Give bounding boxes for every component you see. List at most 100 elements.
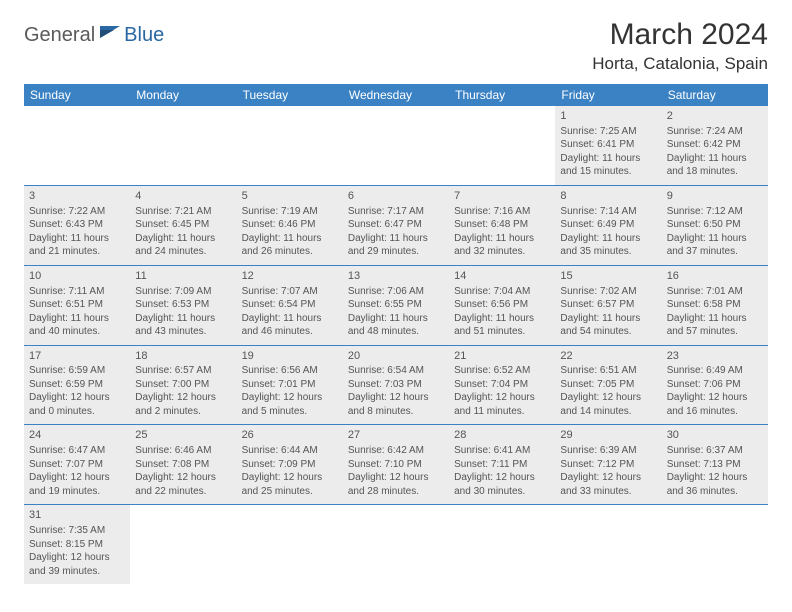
day-detail: Sunset: 8:15 PM [29, 538, 125, 552]
calendar-day-cell: 24Sunrise: 6:47 AMSunset: 7:07 PMDayligh… [24, 425, 130, 505]
day-detail: Sunset: 6:45 PM [135, 218, 231, 232]
weekday-header: Monday [130, 84, 236, 106]
calendar-day-cell [662, 505, 768, 584]
day-detail: and 16 minutes. [667, 405, 763, 419]
weekday-header: Thursday [449, 84, 555, 106]
calendar-day-cell: 11Sunrise: 7:09 AMSunset: 6:53 PMDayligh… [130, 265, 236, 345]
day-detail: Sunrise: 6:54 AM [348, 364, 444, 378]
day-detail: and 48 minutes. [348, 325, 444, 339]
day-detail: Sunrise: 6:59 AM [29, 364, 125, 378]
calendar-day-cell: 22Sunrise: 6:51 AMSunset: 7:05 PMDayligh… [555, 345, 661, 425]
day-number: 26 [242, 428, 338, 443]
day-detail: Daylight: 12 hours [135, 471, 231, 485]
day-detail: Sunset: 7:13 PM [667, 458, 763, 472]
calendar-day-cell: 29Sunrise: 6:39 AMSunset: 7:12 PMDayligh… [555, 425, 661, 505]
day-number: 24 [29, 428, 125, 443]
day-number: 19 [242, 349, 338, 364]
day-number: 8 [560, 189, 656, 204]
day-number: 7 [454, 189, 550, 204]
calendar-day-cell [24, 106, 130, 185]
day-detail: Sunrise: 6:51 AM [560, 364, 656, 378]
day-detail: and 25 minutes. [242, 485, 338, 499]
day-number: 30 [667, 428, 763, 443]
calendar-day-cell: 14Sunrise: 7:04 AMSunset: 6:56 PMDayligh… [449, 265, 555, 345]
calendar-week-row: 1Sunrise: 7:25 AMSunset: 6:41 PMDaylight… [24, 106, 768, 185]
day-number: 1 [560, 109, 656, 124]
day-detail: Sunrise: 7:25 AM [560, 125, 656, 139]
day-detail: Sunset: 6:54 PM [242, 298, 338, 312]
day-detail: and 36 minutes. [667, 485, 763, 499]
day-detail: Sunset: 6:51 PM [29, 298, 125, 312]
calendar-day-cell: 2Sunrise: 7:24 AMSunset: 6:42 PMDaylight… [662, 106, 768, 185]
day-detail: Sunrise: 7:06 AM [348, 285, 444, 299]
day-detail: Sunset: 6:59 PM [29, 378, 125, 392]
calendar-day-cell: 25Sunrise: 6:46 AMSunset: 7:08 PMDayligh… [130, 425, 236, 505]
day-detail: and 54 minutes. [560, 325, 656, 339]
day-number: 21 [454, 349, 550, 364]
day-detail: Sunrise: 7:07 AM [242, 285, 338, 299]
day-detail: Sunset: 7:07 PM [29, 458, 125, 472]
day-number: 27 [348, 428, 444, 443]
calendar-day-cell [237, 106, 343, 185]
day-detail: and 15 minutes. [560, 165, 656, 179]
day-detail: Daylight: 12 hours [667, 471, 763, 485]
calendar-week-row: 10Sunrise: 7:11 AMSunset: 6:51 PMDayligh… [24, 265, 768, 345]
day-detail: and 28 minutes. [348, 485, 444, 499]
day-detail: Sunset: 7:12 PM [560, 458, 656, 472]
day-detail: and 19 minutes. [29, 485, 125, 499]
day-detail: and 2 minutes. [135, 405, 231, 419]
day-detail: Sunset: 6:57 PM [560, 298, 656, 312]
calendar-day-cell: 17Sunrise: 6:59 AMSunset: 6:59 PMDayligh… [24, 345, 130, 425]
weekday-header: Sunday [24, 84, 130, 106]
day-detail: Daylight: 11 hours [29, 232, 125, 246]
day-number: 6 [348, 189, 444, 204]
day-detail: Sunrise: 7:24 AM [667, 125, 763, 139]
page-header: General Blue March 2024 Horta, Catalonia… [24, 18, 768, 74]
day-detail: and 30 minutes. [454, 485, 550, 499]
calendar-day-cell [449, 505, 555, 584]
day-number: 3 [29, 189, 125, 204]
day-detail: and 40 minutes. [29, 325, 125, 339]
day-detail: and 32 minutes. [454, 245, 550, 259]
day-detail: Sunset: 6:50 PM [667, 218, 763, 232]
day-detail: and 26 minutes. [242, 245, 338, 259]
day-detail: Sunset: 6:46 PM [242, 218, 338, 232]
day-detail: Sunset: 6:42 PM [667, 138, 763, 152]
calendar-day-cell: 31Sunrise: 7:35 AMSunset: 8:15 PMDayligh… [24, 505, 130, 584]
calendar-day-cell [130, 106, 236, 185]
calendar-day-cell: 9Sunrise: 7:12 AMSunset: 6:50 PMDaylight… [662, 185, 768, 265]
calendar-table: Sunday Monday Tuesday Wednesday Thursday… [24, 84, 768, 584]
day-detail: Daylight: 11 hours [242, 232, 338, 246]
day-detail: Daylight: 12 hours [560, 471, 656, 485]
day-number: 23 [667, 349, 763, 364]
calendar-week-row: 17Sunrise: 6:59 AMSunset: 6:59 PMDayligh… [24, 345, 768, 425]
day-detail: Sunset: 6:48 PM [454, 218, 550, 232]
calendar-day-cell: 10Sunrise: 7:11 AMSunset: 6:51 PMDayligh… [24, 265, 130, 345]
day-detail: Sunrise: 7:09 AM [135, 285, 231, 299]
day-detail: Sunset: 6:56 PM [454, 298, 550, 312]
day-number: 15 [560, 269, 656, 284]
logo: General Blue [24, 24, 164, 47]
weekday-header: Tuesday [237, 84, 343, 106]
day-detail: Sunrise: 7:22 AM [29, 205, 125, 219]
day-detail: Sunrise: 7:14 AM [560, 205, 656, 219]
day-detail: Daylight: 11 hours [454, 312, 550, 326]
day-detail: Daylight: 12 hours [560, 391, 656, 405]
day-detail: Daylight: 11 hours [454, 232, 550, 246]
day-detail: Sunset: 6:53 PM [135, 298, 231, 312]
day-detail: and 33 minutes. [560, 485, 656, 499]
day-number: 16 [667, 269, 763, 284]
day-detail: Sunrise: 6:57 AM [135, 364, 231, 378]
calendar-day-cell: 1Sunrise: 7:25 AMSunset: 6:41 PMDaylight… [555, 106, 661, 185]
day-detail: Sunrise: 6:49 AM [667, 364, 763, 378]
day-detail: and 37 minutes. [667, 245, 763, 259]
day-detail: Daylight: 12 hours [454, 471, 550, 485]
weekday-header: Wednesday [343, 84, 449, 106]
logo-text-general: General [24, 24, 95, 47]
day-detail: Sunset: 7:11 PM [454, 458, 550, 472]
day-detail: Sunset: 7:03 PM [348, 378, 444, 392]
calendar-day-cell: 18Sunrise: 6:57 AMSunset: 7:00 PMDayligh… [130, 345, 236, 425]
day-number: 10 [29, 269, 125, 284]
day-detail: Daylight: 12 hours [242, 471, 338, 485]
calendar-day-cell: 26Sunrise: 6:44 AMSunset: 7:09 PMDayligh… [237, 425, 343, 505]
